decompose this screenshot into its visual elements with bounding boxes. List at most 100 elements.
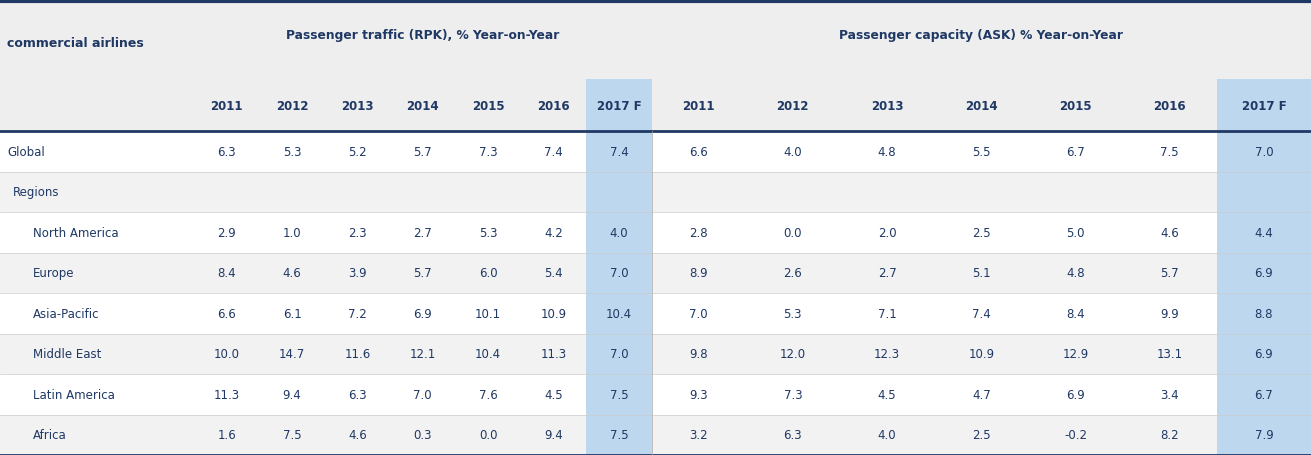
Text: 7.0: 7.0 <box>1255 146 1273 159</box>
Text: 9.4: 9.4 <box>544 428 562 441</box>
Bar <box>0 253 1311 293</box>
Text: 3.2: 3.2 <box>690 428 708 441</box>
Text: 7.4: 7.4 <box>971 307 991 320</box>
Text: 6.9: 6.9 <box>1255 267 1273 280</box>
Text: 14.7: 14.7 <box>279 348 305 360</box>
Text: 2017 F: 2017 F <box>597 99 641 112</box>
Text: 5.5: 5.5 <box>971 146 991 159</box>
Text: 2.7: 2.7 <box>413 227 433 239</box>
Text: 4.4: 4.4 <box>1255 227 1273 239</box>
Text: 7.0: 7.0 <box>413 388 433 401</box>
Text: 7.9: 7.9 <box>1255 428 1273 441</box>
Bar <box>586 172 652 213</box>
Text: 12.0: 12.0 <box>780 348 806 360</box>
Text: 7.0: 7.0 <box>610 348 628 360</box>
Text: 11.3: 11.3 <box>540 348 566 360</box>
Text: commercial airlines: commercial airlines <box>7 37 143 51</box>
Text: Africa: Africa <box>33 428 67 441</box>
Text: 8.2: 8.2 <box>1160 428 1179 441</box>
Bar <box>0 334 1311 374</box>
Text: 2016: 2016 <box>1154 99 1186 112</box>
Text: 3.9: 3.9 <box>349 267 367 280</box>
Text: 7.5: 7.5 <box>610 388 628 401</box>
Bar <box>586 253 652 293</box>
Bar <box>0 132 1311 172</box>
Text: Asia-Pacific: Asia-Pacific <box>33 307 100 320</box>
Bar <box>1217 172 1311 213</box>
Text: 4.7: 4.7 <box>971 388 991 401</box>
Text: Regions: Regions <box>13 186 59 199</box>
Text: 8.8: 8.8 <box>1255 307 1273 320</box>
Text: 4.6: 4.6 <box>283 267 302 280</box>
Text: 9.9: 9.9 <box>1160 307 1179 320</box>
Text: 2011: 2011 <box>211 99 243 112</box>
Text: 4.5: 4.5 <box>544 388 562 401</box>
Bar <box>586 132 652 172</box>
Text: 5.3: 5.3 <box>283 146 302 159</box>
Text: Global: Global <box>8 146 46 159</box>
Text: 7.1: 7.1 <box>877 307 897 320</box>
Bar <box>586 213 652 253</box>
Bar <box>1217 293 1311 334</box>
Bar <box>586 293 652 334</box>
Text: 6.0: 6.0 <box>479 267 497 280</box>
Bar <box>586 374 652 415</box>
Text: 5.3: 5.3 <box>784 307 802 320</box>
Text: 4.6: 4.6 <box>347 428 367 441</box>
Text: 12.1: 12.1 <box>409 348 437 360</box>
Text: 10.4: 10.4 <box>475 348 501 360</box>
Text: 8.9: 8.9 <box>690 267 708 280</box>
Text: 5.7: 5.7 <box>413 267 433 280</box>
Text: 2016: 2016 <box>538 99 570 112</box>
Text: 6.3: 6.3 <box>349 388 367 401</box>
Bar <box>0 293 1311 334</box>
Text: 2014: 2014 <box>406 99 439 112</box>
Text: 2013: 2013 <box>341 99 374 112</box>
Text: 7.2: 7.2 <box>347 307 367 320</box>
Text: 5.3: 5.3 <box>479 227 497 239</box>
Text: 2015: 2015 <box>1059 99 1092 112</box>
Text: 7.0: 7.0 <box>610 267 628 280</box>
Text: 10.0: 10.0 <box>214 348 240 360</box>
Text: 2013: 2013 <box>871 99 903 112</box>
Bar <box>1217 132 1311 172</box>
Text: 0.0: 0.0 <box>479 428 497 441</box>
Text: 2.8: 2.8 <box>690 227 708 239</box>
Text: 9.8: 9.8 <box>690 348 708 360</box>
Text: 2015: 2015 <box>472 99 505 112</box>
Text: 5.1: 5.1 <box>971 267 991 280</box>
Text: 7.3: 7.3 <box>784 388 802 401</box>
Text: 6.9: 6.9 <box>413 307 433 320</box>
Bar <box>1217 213 1311 253</box>
Text: 4.5: 4.5 <box>878 388 897 401</box>
Text: 8.4: 8.4 <box>1066 307 1084 320</box>
Text: 2.5: 2.5 <box>971 227 991 239</box>
Text: 4.0: 4.0 <box>610 227 628 239</box>
Text: 10.4: 10.4 <box>606 307 632 320</box>
Text: 9.3: 9.3 <box>690 388 708 401</box>
Text: Passenger traffic (RPK), % Year-on-Year: Passenger traffic (RPK), % Year-on-Year <box>286 29 560 42</box>
Text: 4.6: 4.6 <box>1160 227 1179 239</box>
Text: 4.8: 4.8 <box>878 146 897 159</box>
Bar <box>1217 415 1311 455</box>
Bar <box>0 213 1311 253</box>
Bar <box>1217 80 1311 132</box>
Bar <box>0 374 1311 415</box>
Text: 2.7: 2.7 <box>877 267 897 280</box>
Text: 7.5: 7.5 <box>283 428 302 441</box>
Text: 5.0: 5.0 <box>1066 227 1084 239</box>
Text: 5.2: 5.2 <box>349 146 367 159</box>
Text: 10.9: 10.9 <box>969 348 994 360</box>
Text: Latin America: Latin America <box>33 388 114 401</box>
Text: 7.5: 7.5 <box>1160 146 1179 159</box>
Bar <box>1217 334 1311 374</box>
Bar <box>586 80 652 132</box>
Text: 8.4: 8.4 <box>218 267 236 280</box>
Text: 6.6: 6.6 <box>690 146 708 159</box>
Text: 4.8: 4.8 <box>1066 267 1084 280</box>
Text: 4.0: 4.0 <box>784 146 802 159</box>
Text: 6.9: 6.9 <box>1255 348 1273 360</box>
Text: Middle East: Middle East <box>33 348 101 360</box>
Text: 9.4: 9.4 <box>283 388 302 401</box>
Bar <box>0 0 1311 80</box>
